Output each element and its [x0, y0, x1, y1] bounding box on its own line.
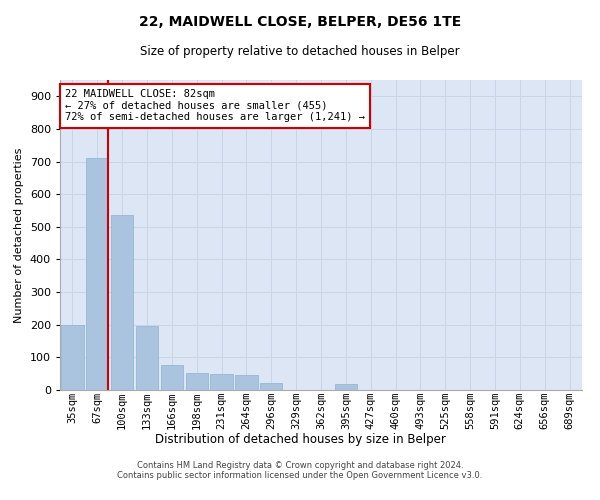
Bar: [211, 374, 233, 390]
Bar: [335, 384, 357, 390]
Text: 22, MAIDWELL CLOSE, BELPER, DE56 1TE: 22, MAIDWELL CLOSE, BELPER, DE56 1TE: [139, 15, 461, 29]
Bar: [111, 216, 133, 390]
Bar: [235, 374, 257, 390]
Bar: [136, 326, 158, 390]
Text: Distribution of detached houses by size in Belper: Distribution of detached houses by size …: [155, 432, 445, 446]
Bar: [86, 158, 109, 390]
Text: Size of property relative to detached houses in Belper: Size of property relative to detached ho…: [140, 45, 460, 58]
Text: Contains HM Land Registry data © Crown copyright and database right 2024.
Contai: Contains HM Land Registry data © Crown c…: [118, 460, 482, 480]
Bar: [61, 324, 83, 390]
Bar: [185, 373, 208, 390]
Y-axis label: Number of detached properties: Number of detached properties: [14, 148, 24, 322]
Bar: [161, 364, 183, 390]
Bar: [260, 383, 283, 390]
Text: 22 MAIDWELL CLOSE: 82sqm
← 27% of detached houses are smaller (455)
72% of semi-: 22 MAIDWELL CLOSE: 82sqm ← 27% of detach…: [65, 90, 365, 122]
